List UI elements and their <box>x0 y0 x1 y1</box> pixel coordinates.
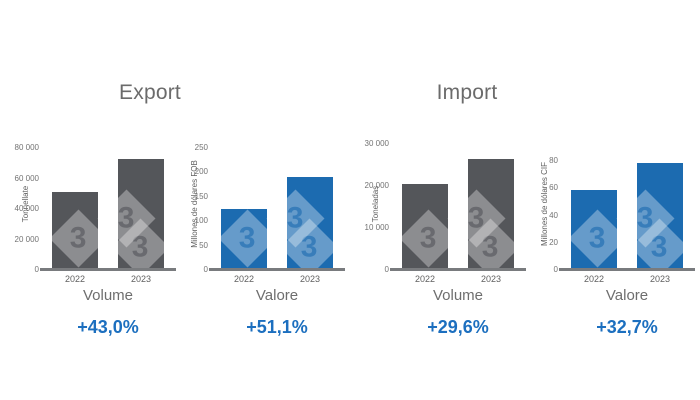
bar-2023 <box>118 158 164 270</box>
x-tick-label: 2023 <box>649 274 671 284</box>
change-percentage: +51,1% <box>246 317 308 337</box>
x-axis-line <box>559 268 695 271</box>
x-axis-label: Volume <box>432 287 484 304</box>
section-title-import: Import <box>436 81 498 104</box>
x-tick-label: 2022 <box>233 274 255 284</box>
y-tick-label: 30 000 <box>364 139 389 148</box>
y-tick-label: 10 000 <box>364 223 389 232</box>
watermark-3-glyph: 3 <box>636 201 654 234</box>
x-axis-label: Volume <box>82 287 134 304</box>
y-tick-label: 40 <box>549 210 558 220</box>
x-axis-line <box>209 268 345 271</box>
x-axis-line <box>390 268 526 271</box>
change-percentage: +32,7% <box>596 317 658 337</box>
x-tick-label: 2022 <box>583 274 605 284</box>
watermark-3-glyph: 3 <box>238 221 256 254</box>
bar-2022 <box>402 184 448 270</box>
x-axis-ticks: 2022 2023 <box>394 274 522 286</box>
y-tick-label: 20 <box>549 237 558 247</box>
watermark-3-glyph: 3 <box>69 221 87 254</box>
y-tick-label: 0 <box>34 265 39 274</box>
bar-2023 <box>287 177 333 270</box>
y-tick-label: 200 <box>194 167 208 177</box>
y-tick-label: 250 <box>194 143 208 152</box>
x-tick-label: 2023 <box>130 274 152 284</box>
y-tick-label: 80 000 <box>14 143 39 152</box>
y-tick-label: 0 <box>203 265 208 274</box>
y-tick-label: 100 <box>194 216 208 226</box>
watermark-3-glyph: 3 <box>467 201 485 234</box>
bar-2022 <box>221 208 267 270</box>
x-axis-ticks: 2022 2023 <box>44 274 172 286</box>
watermark-3-glyph: 3 <box>286 201 304 234</box>
change-percentage: +43,0% <box>77 317 139 337</box>
y-tick-label: 40 000 <box>14 204 39 213</box>
y-tick-label: 150 <box>194 191 208 201</box>
x-axis-ticks: 2022 2023 <box>563 274 691 286</box>
y-tick-label: 60 000 <box>14 173 39 183</box>
y-tick-label: 60 <box>549 183 558 193</box>
x-axis-line <box>40 268 176 271</box>
x-tick-label: 2022 <box>64 274 86 284</box>
x-axis-ticks: 2022 2023 <box>213 274 341 286</box>
x-tick-label: 2023 <box>299 274 321 284</box>
change-percentage: +29,6% <box>427 317 489 337</box>
y-tick-label: 0 <box>553 265 558 274</box>
y-tick-label: 80 <box>549 156 558 165</box>
y-tick-label: 20 000 <box>14 234 39 244</box>
y-tick-label: 0 <box>384 265 389 274</box>
y-tick-label: 50 <box>199 240 208 250</box>
bar-2022 <box>52 192 98 270</box>
watermark-3-glyph: 3 <box>117 201 135 234</box>
section-title-export: Export <box>119 81 181 104</box>
watermark-3-glyph: 3 <box>419 221 437 254</box>
y-tick-label: 20 000 <box>364 181 389 190</box>
y-axis-title: Toneladas <box>371 185 380 223</box>
watermark-3-glyph: 3 <box>588 221 606 254</box>
x-tick-label: 2022 <box>414 274 436 284</box>
x-tick-label: 2023 <box>480 274 502 284</box>
bar-2023 <box>637 163 683 270</box>
bar-2022 <box>571 189 617 270</box>
chart-export-value: Millones de dólares FOB 0 50 100 150 200 250 … <box>190 138 345 353</box>
x-axis-label: Valore <box>605 287 649 304</box>
bar-2023 <box>468 159 514 270</box>
x-axis-label: Valore <box>255 287 299 304</box>
